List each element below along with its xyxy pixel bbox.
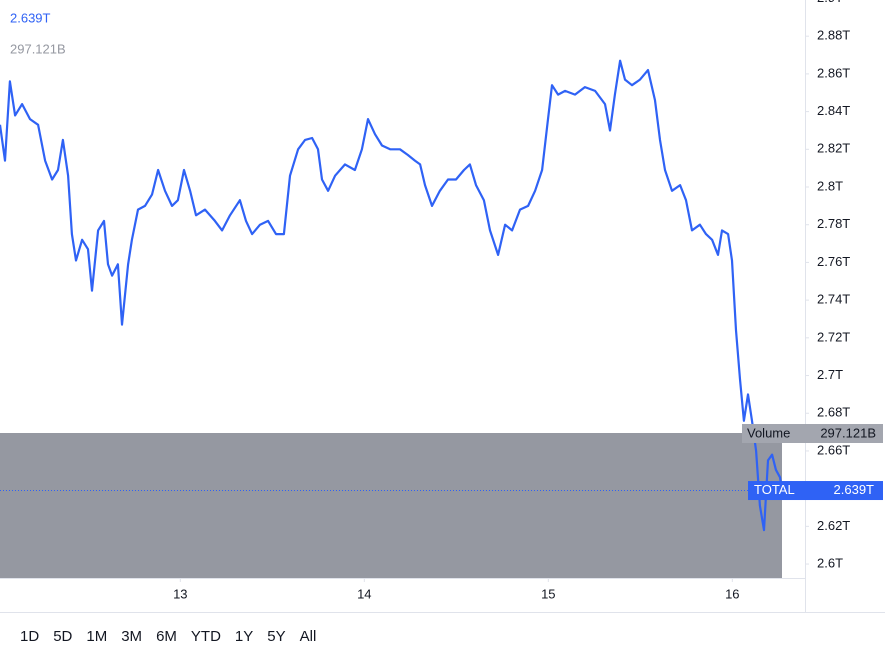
range-button[interactable]: 5Y	[267, 628, 285, 645]
y-tick-label: 2.9T	[817, 0, 843, 5]
range-button[interactable]: 6M	[156, 628, 177, 645]
series-name: TOTAL	[754, 482, 795, 497]
y-tick-label: 2.82T	[817, 141, 850, 156]
x-tick-label: 16	[725, 586, 739, 601]
range-button[interactable]: 1Y	[235, 628, 253, 645]
x-tick-label: 13	[173, 586, 187, 601]
volume-pane	[0, 433, 782, 578]
range-button[interactable]: 1M	[86, 628, 107, 645]
volume-title: Volume	[747, 425, 790, 440]
header-value: 2.639T	[10, 10, 51, 25]
y-tick-label: 2.86T	[817, 65, 850, 80]
price-line	[0, 59, 784, 532]
y-tick-label: 2.68T	[817, 405, 850, 420]
volume-value: 297.121B	[820, 425, 876, 440]
y-tick-label: 2.76T	[817, 254, 850, 269]
volume-label-box	[742, 424, 883, 443]
y-tick-label: 2.88T	[817, 28, 850, 43]
price-label-box	[748, 481, 883, 501]
y-tick-label: 2.8T	[817, 178, 843, 193]
x-tick-label: 14	[357, 586, 371, 601]
y-tick-label: 2.72T	[817, 329, 850, 344]
range-button[interactable]: 3M	[121, 628, 142, 645]
price-value: 2.639T	[834, 482, 875, 497]
y-tick-label: 2.62T	[817, 518, 850, 533]
range-button[interactable]: 5D	[53, 628, 72, 645]
range-button[interactable]: YTD	[191, 628, 221, 645]
y-tick-label: 2.7T	[817, 367, 843, 382]
y-tick-label: 2.6T	[817, 555, 843, 570]
y-tick-label: 2.74T	[817, 292, 850, 307]
x-tick-label: 15	[541, 586, 555, 601]
y-tick-label: 2.66T	[817, 442, 850, 457]
range-button[interactable]: 1D	[20, 628, 39, 645]
range-button[interactable]: All	[300, 628, 317, 645]
y-tick-label: 2.78T	[817, 216, 850, 231]
header-volume: 297.121B	[10, 41, 66, 56]
y-tick-label: 2.84T	[817, 103, 850, 118]
